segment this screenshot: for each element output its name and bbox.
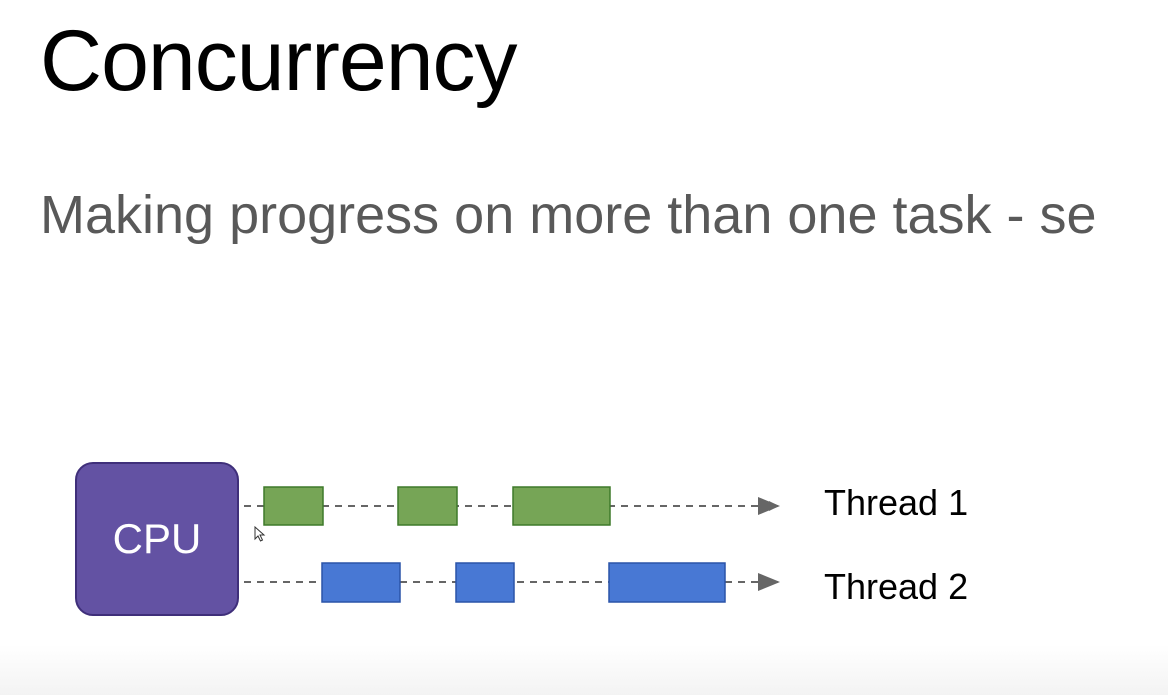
thread-1-task-block (263, 486, 324, 526)
bottom-edge (0, 645, 1168, 695)
thread-2-task-block (321, 562, 401, 603)
thread-2-task-block (455, 562, 515, 603)
thread-1-task-block (397, 486, 458, 526)
mouse-pointer-icon (254, 526, 266, 542)
thread-1-task-block (512, 486, 611, 526)
thread-2-label: Thread 2 (824, 566, 969, 607)
thread-2-task-block (608, 562, 726, 603)
cpu-label: CPU (112, 515, 202, 562)
slide-subtitle: Making progress on more than one task - … (40, 185, 1097, 245)
thread-2-arrow-head (758, 573, 780, 591)
cpu-box: CPU (75, 462, 239, 616)
thread-1-label: Thread 1 (824, 482, 969, 523)
thread-1-arrow-head (758, 497, 780, 515)
slide-title: Concurrency (40, 13, 518, 109)
